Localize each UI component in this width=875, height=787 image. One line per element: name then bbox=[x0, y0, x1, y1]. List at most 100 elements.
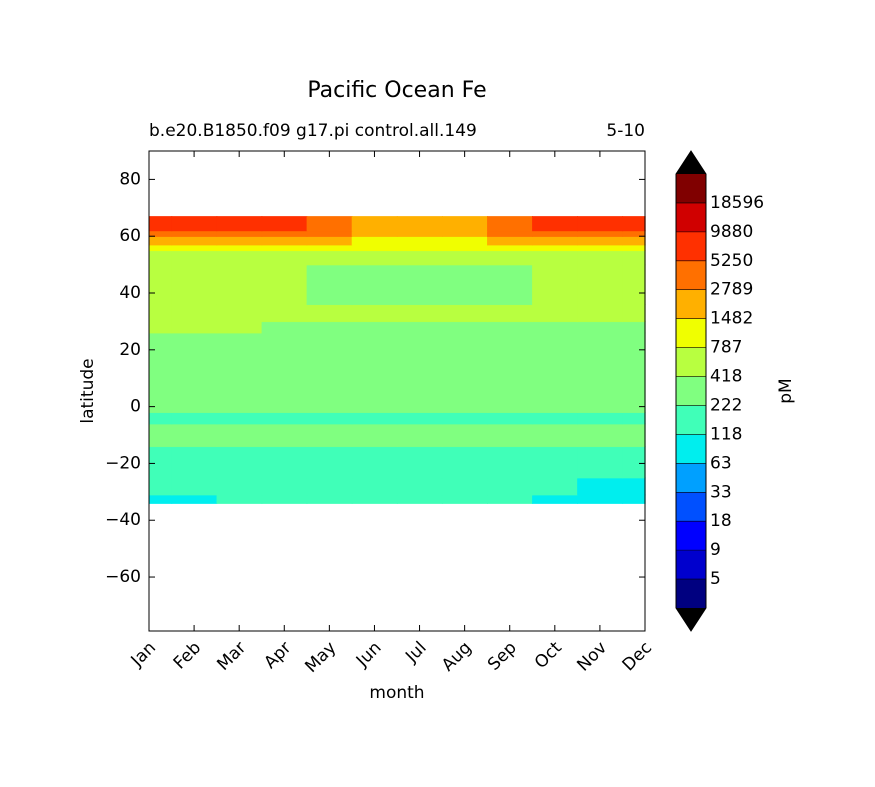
colorbar-tick-label: 5 bbox=[710, 569, 721, 589]
contour-cell bbox=[306, 304, 353, 323]
contour-cell bbox=[622, 494, 646, 504]
x-tick-label: Apr bbox=[260, 638, 295, 673]
contour-cell bbox=[171, 264, 218, 306]
contour-cell bbox=[261, 236, 308, 246]
contour-cell bbox=[441, 244, 488, 252]
contour-cell bbox=[306, 332, 353, 413]
x-tick-label: Mar bbox=[213, 638, 250, 675]
contour-cell bbox=[171, 423, 218, 448]
contour-cell bbox=[577, 244, 624, 252]
contour-cell bbox=[216, 216, 263, 232]
contour-cell bbox=[351, 332, 398, 413]
contour-cell bbox=[171, 477, 218, 496]
contour-cell bbox=[351, 494, 398, 504]
contour-cell bbox=[487, 244, 533, 252]
contour-cell bbox=[487, 236, 533, 246]
contour-cell bbox=[148, 264, 173, 306]
y-tick-label: −40 bbox=[105, 510, 141, 530]
colorbar-tick-label: 9880 bbox=[710, 222, 753, 242]
y-tick-label: 60 bbox=[119, 226, 141, 246]
colorbar-tick-label: 2789 bbox=[710, 280, 753, 300]
contour-cell bbox=[396, 423, 443, 448]
contour-cell bbox=[148, 412, 173, 425]
contour-cell bbox=[306, 446, 353, 479]
contour-cell bbox=[487, 230, 533, 237]
contour-cell bbox=[261, 321, 308, 334]
contour-cell bbox=[148, 236, 173, 246]
contour-cell bbox=[396, 236, 443, 246]
x-tick-label: Jan bbox=[127, 638, 160, 671]
contour-cell bbox=[396, 216, 443, 232]
contour-cell bbox=[487, 332, 533, 413]
x-tick-label: Sep bbox=[484, 638, 521, 675]
contour-cell bbox=[396, 332, 443, 413]
contour-cell bbox=[577, 332, 624, 413]
contour-cell bbox=[351, 423, 398, 448]
contour-cell bbox=[441, 236, 488, 246]
contour-cell bbox=[532, 304, 579, 323]
colorbar-label: pM bbox=[776, 378, 796, 403]
contour-cell bbox=[441, 477, 488, 496]
plot-frame bbox=[148, 150, 646, 632]
contour-cell bbox=[396, 321, 443, 334]
x-tick-label: Jul bbox=[401, 638, 430, 667]
contour-cell bbox=[396, 446, 443, 479]
colorbar-tick-label: 5250 bbox=[710, 251, 753, 271]
contour-cell bbox=[261, 332, 308, 413]
contour-cell bbox=[622, 332, 646, 413]
contour-cell bbox=[148, 304, 173, 323]
contour-cell bbox=[532, 332, 579, 413]
contour-cell bbox=[441, 494, 488, 504]
y-tick-label: 80 bbox=[119, 169, 141, 189]
contour-cell bbox=[577, 446, 624, 479]
contour-cell bbox=[306, 264, 353, 306]
x-axis-label: month bbox=[369, 683, 424, 703]
contour-cell bbox=[306, 423, 353, 448]
contour-cell bbox=[396, 477, 443, 496]
contour-cell bbox=[396, 412, 443, 425]
colorbar-tick-label: 9 bbox=[710, 540, 721, 560]
contour-cell bbox=[622, 477, 646, 496]
contour-cell bbox=[487, 250, 533, 266]
contour-cell bbox=[396, 250, 443, 266]
chart-title: Pacific Ocean Fe bbox=[307, 78, 486, 103]
colorbar-box bbox=[676, 289, 706, 319]
x-tick-label: Feb bbox=[170, 638, 205, 673]
contour-cell bbox=[532, 244, 579, 252]
contour-cell bbox=[396, 244, 443, 252]
contour-cell bbox=[216, 412, 263, 425]
contour-cell bbox=[441, 423, 488, 448]
colorbar-extend-min bbox=[676, 608, 706, 631]
contour-cell bbox=[351, 264, 398, 306]
contour-cell bbox=[487, 264, 533, 306]
contour-cell bbox=[532, 494, 579, 504]
contour-cell bbox=[306, 236, 353, 246]
contour-cell bbox=[171, 304, 218, 323]
contour-cell bbox=[216, 264, 263, 306]
contour-cell bbox=[487, 304, 533, 323]
contour-cell bbox=[148, 477, 173, 496]
contour-cell bbox=[622, 236, 646, 246]
x-tick-label: Oct bbox=[531, 638, 566, 673]
colorbar-box bbox=[676, 463, 706, 493]
colorbar-box bbox=[676, 376, 706, 406]
contour-cell bbox=[622, 216, 646, 232]
contour-cell bbox=[261, 304, 308, 323]
contour-cell bbox=[306, 244, 353, 252]
contour-cell bbox=[351, 304, 398, 323]
contour-cell bbox=[216, 321, 263, 334]
contour-cell bbox=[306, 494, 353, 504]
contour-cell bbox=[532, 236, 579, 246]
contour-cell bbox=[306, 321, 353, 334]
colorbar-frame bbox=[675, 150, 707, 632]
colorbar-box bbox=[676, 260, 706, 291]
contour-cell bbox=[171, 216, 218, 232]
colorbar-tick-label: 787 bbox=[710, 338, 742, 358]
contour-cell bbox=[306, 412, 353, 425]
contour-cell bbox=[216, 244, 263, 252]
contour-cell bbox=[441, 304, 488, 323]
contour-cell bbox=[441, 230, 488, 237]
contour-cell bbox=[622, 250, 646, 266]
colorbar-box bbox=[676, 231, 706, 262]
contour-cell bbox=[306, 216, 353, 232]
